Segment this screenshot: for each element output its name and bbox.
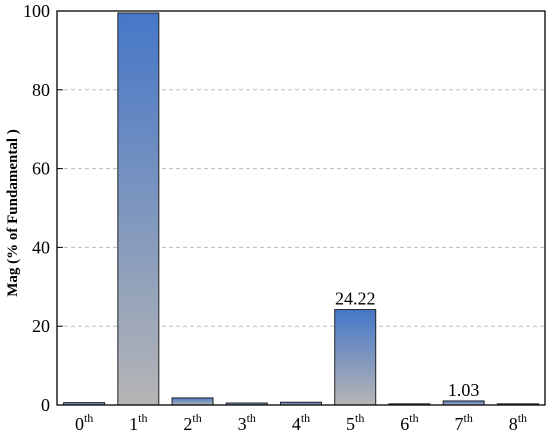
x-tick-label: 6th	[400, 411, 418, 434]
x-tick-label: 7th	[454, 411, 472, 434]
data-labels: 24.22 1.03	[335, 289, 479, 400]
x-tick-label: 0th	[75, 411, 93, 434]
x-tick-label: 4th	[292, 411, 310, 434]
x-tick-label: 5th	[346, 411, 364, 434]
x-tick-label: 2th	[183, 411, 201, 434]
bar	[171, 397, 214, 406]
y-tick-label: 40	[32, 237, 50, 257]
y-tick-label: 0	[41, 395, 50, 415]
bar	[117, 12, 160, 406]
y-axis-ticks: 0 20 40 60 80 100	[23, 1, 63, 415]
data-label: 1.03	[448, 380, 480, 400]
y-axis-label: Mag (% of Fundamental )	[5, 129, 21, 297]
y-tick-label: 100	[23, 1, 50, 21]
y-tick-label: 20	[32, 316, 50, 336]
gridlines	[57, 89, 545, 327]
bars	[63, 12, 539, 406]
data-label: 24.22	[335, 289, 376, 309]
y-tick-label: 60	[32, 159, 50, 179]
x-axis-ticks: 0th 1th 2th 3th 4th 5th 6th 7th 8th	[75, 411, 527, 434]
bar	[334, 309, 377, 406]
x-tick-label: 1th	[129, 411, 147, 434]
x-tick-label: 3th	[238, 411, 256, 434]
x-tick-label: 8th	[509, 411, 527, 434]
plot-frame	[56, 10, 546, 406]
y-tick-label: 80	[32, 80, 50, 100]
